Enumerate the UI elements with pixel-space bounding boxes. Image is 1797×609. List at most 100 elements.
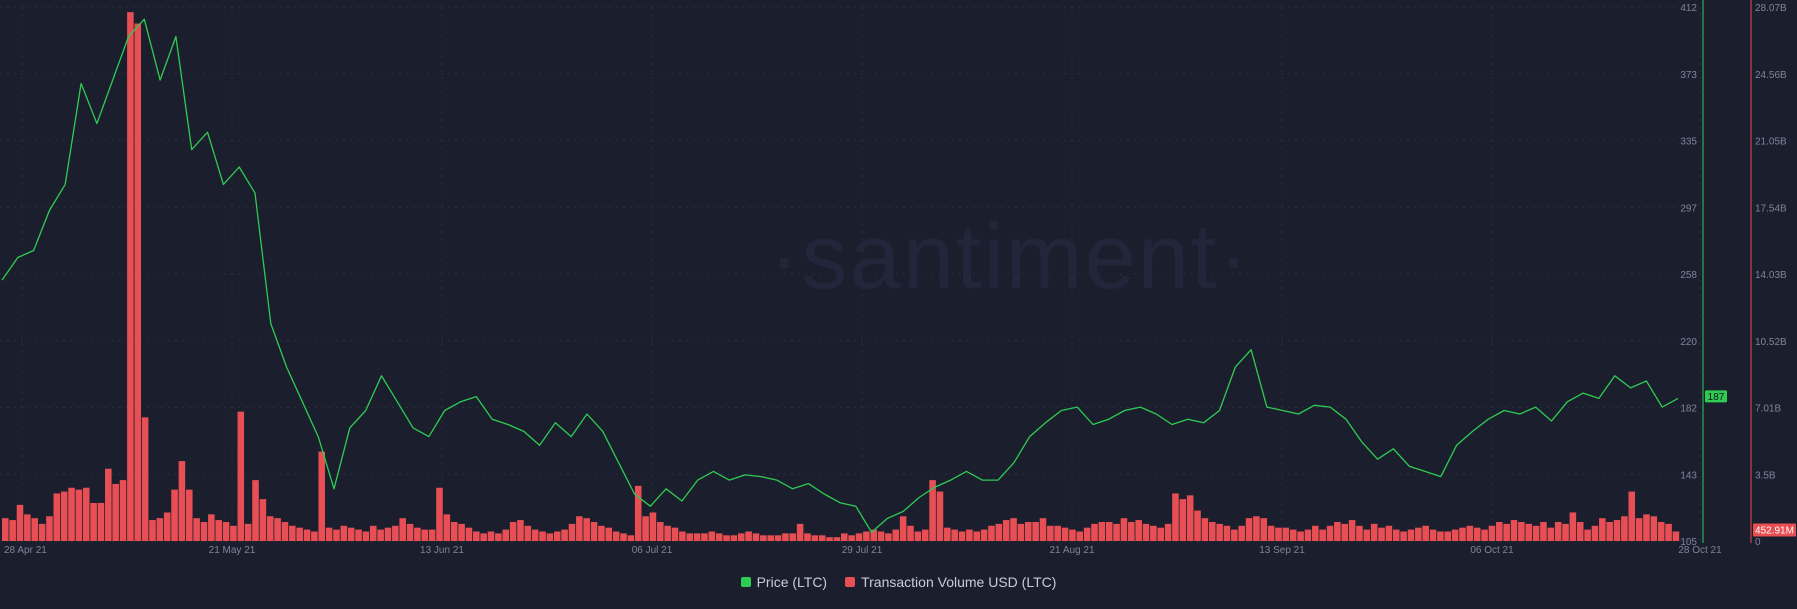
- volume-bar[interactable]: [75, 489, 83, 541]
- volume-bar[interactable]: [215, 520, 222, 541]
- volume-bar[interactable]: [1039, 518, 1047, 541]
- volume-bar[interactable]: [274, 518, 281, 541]
- volume-bar[interactable]: [289, 525, 296, 541]
- volume-bar[interactable]: [200, 521, 208, 541]
- volume-bar[interactable]: [252, 480, 259, 541]
- volume-bar[interactable]: [1194, 510, 1201, 541]
- volume-bar[interactable]: [369, 525, 377, 541]
- volume-bar[interactable]: [392, 525, 399, 541]
- volume-bar[interactable]: [634, 485, 642, 541]
- volume-bar[interactable]: [1083, 527, 1091, 541]
- volume-bar[interactable]: [1098, 521, 1106, 541]
- volume-bar[interactable]: [715, 533, 723, 541]
- volume-bar[interactable]: [421, 529, 429, 541]
- volume-bar[interactable]: [1017, 523, 1025, 541]
- volume-bar[interactable]: [495, 533, 502, 541]
- volume-bar[interactable]: [671, 527, 679, 541]
- legend-item-price[interactable]: Price (LTC): [740, 574, 827, 590]
- volume-bar[interactable]: [649, 512, 657, 541]
- volume-bar[interactable]: [193, 518, 200, 541]
- volume-bar[interactable]: [1481, 529, 1488, 541]
- volume-bar[interactable]: [443, 514, 451, 541]
- volume-bar[interactable]: [1628, 491, 1636, 541]
- volume-bar[interactable]: [921, 529, 929, 541]
- volume-bar[interactable]: [311, 531, 318, 541]
- volume-bar[interactable]: [885, 533, 892, 541]
- volume-bar[interactable]: [156, 518, 164, 541]
- volume-bar[interactable]: [804, 533, 811, 541]
- volume-bar[interactable]: [112, 483, 119, 541]
- volume-bar[interactable]: [988, 525, 995, 541]
- volume-bars[interactable]: [2, 12, 1680, 542]
- volume-bar[interactable]: [1238, 525, 1245, 541]
- volume-bar[interactable]: [870, 529, 877, 541]
- volume-bar[interactable]: [774, 535, 782, 541]
- volume-bar[interactable]: [1415, 527, 1422, 541]
- volume-bar[interactable]: [642, 516, 649, 541]
- volume-bar[interactable]: [1128, 521, 1135, 541]
- volume-bar[interactable]: [465, 527, 473, 541]
- volume-bar[interactable]: [708, 531, 716, 541]
- volume-bar[interactable]: [1473, 527, 1481, 541]
- volume-bar[interactable]: [450, 521, 458, 541]
- volume-bar[interactable]: [458, 523, 465, 541]
- volume-bar[interactable]: [178, 461, 186, 541]
- volume-bar[interactable]: [576, 516, 583, 541]
- volume-bar[interactable]: [60, 491, 68, 541]
- volume-bar[interactable]: [1319, 529, 1326, 541]
- volume-bar[interactable]: [723, 535, 730, 541]
- volume-bar[interactable]: [1150, 525, 1157, 541]
- volume-bar[interactable]: [1540, 521, 1547, 541]
- volume-bar[interactable]: [973, 531, 981, 541]
- volume-bar[interactable]: [1047, 525, 1054, 541]
- volume-bar[interactable]: [752, 533, 760, 541]
- volume-bar[interactable]: [82, 487, 90, 541]
- volume-bar[interactable]: [517, 520, 524, 541]
- volume-bar[interactable]: [1400, 531, 1407, 541]
- volume-bar[interactable]: [1378, 527, 1385, 541]
- volume-bar[interactable]: [583, 518, 590, 541]
- volume-bar[interactable]: [1002, 520, 1010, 541]
- volume-bar[interactable]: [1569, 512, 1577, 541]
- volume-bar[interactable]: [561, 529, 568, 541]
- volume-bar[interactable]: [1385, 525, 1393, 541]
- volume-bar[interactable]: [958, 531, 966, 541]
- volume-bar[interactable]: [737, 533, 745, 541]
- volume-bar[interactable]: [428, 529, 436, 541]
- volume-bar[interactable]: [2, 518, 9, 541]
- volume-bar[interactable]: [730, 535, 738, 541]
- volume-bar[interactable]: [1061, 527, 1069, 541]
- volume-bar[interactable]: [1260, 518, 1268, 541]
- volume-bar[interactable]: [951, 529, 958, 541]
- volume-bar[interactable]: [1208, 521, 1216, 541]
- volume-bar[interactable]: [318, 451, 326, 541]
- volume-bar[interactable]: [222, 521, 230, 541]
- volume-bar[interactable]: [1348, 520, 1356, 541]
- volume-bar[interactable]: [892, 529, 900, 541]
- volume-bar[interactable]: [141, 417, 149, 541]
- volume-bar[interactable]: [760, 535, 767, 541]
- volume-bar[interactable]: [237, 411, 245, 541]
- volume-bar[interactable]: [149, 520, 156, 541]
- volume-bar[interactable]: [230, 525, 237, 541]
- volume-bar[interactable]: [46, 516, 53, 541]
- volume-bar[interactable]: [1643, 514, 1650, 541]
- volume-bar[interactable]: [833, 537, 841, 541]
- volume-bar[interactable]: [789, 533, 797, 541]
- price-line[interactable]: [1, 18, 1679, 533]
- volume-bar[interactable]: [1584, 529, 1591, 541]
- volume-bar[interactable]: [1341, 523, 1349, 541]
- volume-bar[interactable]: [620, 533, 627, 541]
- volume-bar[interactable]: [1135, 520, 1142, 541]
- volume-bar[interactable]: [1289, 529, 1297, 541]
- volume-bar[interactable]: [782, 533, 789, 541]
- volume-bar[interactable]: [1164, 523, 1172, 541]
- volume-bar[interactable]: [914, 531, 922, 541]
- volume-bar[interactable]: [657, 521, 664, 541]
- volume-bar[interactable]: [16, 504, 24, 541]
- volume-bar[interactable]: [848, 535, 855, 541]
- volume-bar[interactable]: [627, 535, 635, 541]
- volume-bar[interactable]: [68, 487, 75, 541]
- volume-bar[interactable]: [244, 523, 252, 541]
- volume-bar[interactable]: [1010, 518, 1017, 541]
